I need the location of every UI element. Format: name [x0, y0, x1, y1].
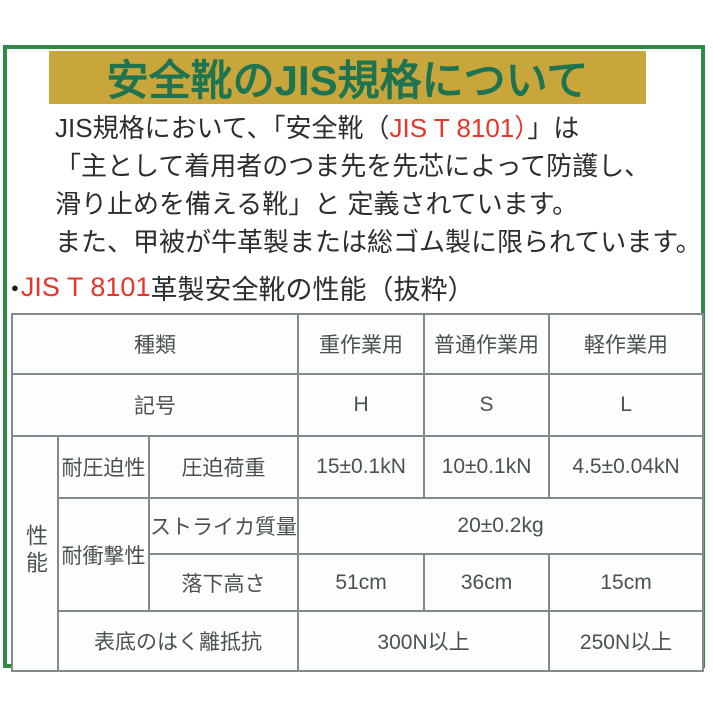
spec-table: 種類 重作業用 普通作業用 軽作業用 記号 H S L 性能 耐圧迫性 圧迫荷重…	[10, 313, 705, 672]
col-header-normal: 普通作業用	[423, 313, 551, 375]
symbol-h-cell: H	[297, 373, 426, 437]
performance-label-cell: 性能	[11, 435, 59, 672]
drop-value-s: 36cm	[423, 553, 551, 612]
compression-group-cell: 耐圧迫性	[57, 435, 150, 499]
table-row-striker: 耐衝撃性 ストライカ質量 20±0.2kg	[12, 497, 705, 612]
symbol-s-cell: S	[423, 373, 551, 437]
content-frame: 安全靴のJIS規格について JIS規格において、「安全靴（JIS T 8101）…	[3, 45, 705, 672]
table-row-symbol: 記号 H S L	[10, 373, 705, 437]
title-banner: 安全靴のJIS規格について	[49, 51, 646, 104]
symbol-label-cell: 記号	[10, 373, 300, 437]
intro-line-3: 滑り止めを備える靴」と 定義されています。	[55, 189, 579, 219]
sole-value-l: 250N以上	[548, 610, 705, 672]
intro-line1-pre: JIS規格において、「安全靴（	[55, 113, 390, 143]
intro-line1-standard-code: JIS T 8101）	[389, 113, 528, 143]
intro-line-2: 「主として着用者のつま先を先芯によって防護し、	[55, 151, 651, 181]
section-title: ● JIS T 8101 革製安全靴の性能（抜粋）	[11, 268, 701, 307]
drop-value-h: 51cm	[297, 553, 426, 612]
page-title: 安全靴のJIS規格について	[106, 57, 589, 104]
drop-value-l: 15cm	[548, 553, 705, 612]
compression-value-h: 15±0.1kN	[297, 435, 426, 499]
intro-line-4: また、甲被が牛革製または総ゴム製に限られています。	[55, 227, 702, 257]
table-row-compression: 性能 耐圧迫性 圧迫荷重 15±0.1kN 10±0.1kN 4.5±0.04k…	[11, 435, 705, 672]
table-row-sole: 表底のはく離抵抗 300N以上 250N以上	[12, 610, 705, 672]
performance-label-text: 性能	[23, 523, 48, 578]
sole-value-hs: 300N以上	[297, 610, 551, 672]
impact-group-cell: 耐衝撃性	[57, 497, 150, 612]
striker-value-cell: 20±0.2kg	[297, 497, 705, 555]
intro-line-1: JIS規格において、「安全靴（JIS T 8101）」は	[55, 109, 701, 147]
drop-item-cell: 落下高さ	[147, 553, 300, 612]
compression-value-s: 10±0.1kN	[423, 435, 551, 499]
striker-item-cell: ストライカ質量	[147, 497, 300, 555]
sole-label-cell: 表底のはく離抵抗	[56, 610, 300, 672]
table-row-kind: 種類 重作業用 普通作業用 軽作業用	[10, 313, 705, 375]
section-title-text: 革製安全靴の性能（抜粋）	[150, 275, 475, 305]
table-row-drop: 落下高さ 51cm 36cm 15cm	[12, 553, 705, 612]
bullet-icon: ●	[11, 280, 19, 295]
intro-line1-post: 」は	[527, 113, 580, 143]
section-standard-code: JIS T 8101	[20, 272, 151, 302]
compression-item-cell: 圧迫荷重	[147, 435, 300, 499]
intro-paragraph: JIS規格において、「安全靴（JIS T 8101）」は 「主として着用者のつま…	[55, 109, 702, 261]
symbol-l-cell: L	[548, 373, 705, 437]
col-header-heavy: 重作業用	[297, 313, 426, 375]
col-header-light: 軽作業用	[548, 313, 705, 375]
compression-value-l: 4.5±0.04kN	[548, 435, 705, 499]
kind-header-cell: 種類	[10, 313, 300, 375]
